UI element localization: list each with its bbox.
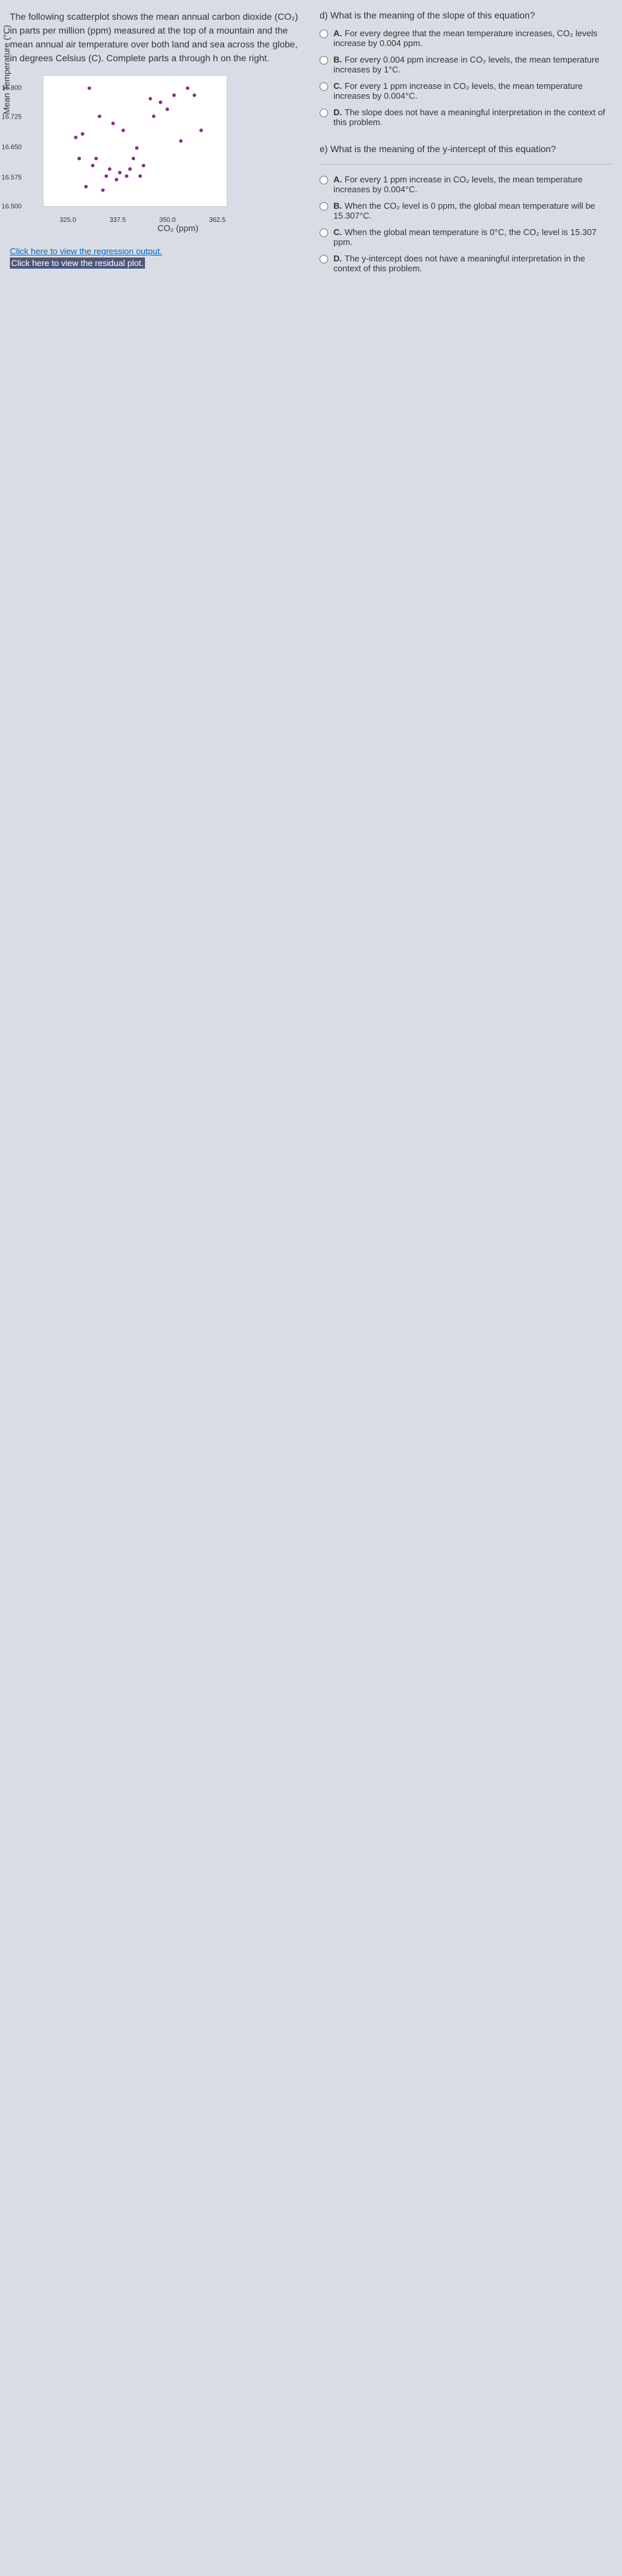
chart-plot-area	[43, 75, 227, 207]
option-e-b[interactable]: B.When the CO₂ level is 0 ppm, the globa…	[320, 201, 612, 221]
option-e-a[interactable]: A.For every 1 ppm increase in CO₂ levels…	[320, 174, 612, 194]
intro-text: The following scatterplot shows the mean…	[10, 10, 306, 65]
option-d-b[interactable]: B.For every 0.004 ppm increase in CO₂ le…	[320, 55, 612, 74]
residual-link[interactable]: Click here to view the residual plot.	[10, 258, 306, 268]
x-axis-label: CO₂ (ppm)	[49, 223, 306, 233]
option-d-a[interactable]: A.For every degree that the mean tempera…	[320, 28, 612, 48]
radio-d-a[interactable]	[320, 30, 328, 38]
question-d-prompt: d) What is the meaning of the slope of t…	[320, 10, 612, 20]
radio-e-c[interactable]	[320, 228, 328, 237]
option-e-c[interactable]: C.When the global mean temperature is 0°…	[320, 227, 612, 247]
radio-e-d[interactable]	[320, 255, 328, 263]
radio-e-b[interactable]	[320, 202, 328, 211]
option-e-d[interactable]: D.The y-intercept does not have a meanin…	[320, 254, 612, 273]
option-d-c[interactable]: C.For every 1 ppm increase in CO₂ levels…	[320, 81, 612, 101]
option-d-d[interactable]: D.The slope does not have a meaningful i…	[320, 107, 612, 127]
regression-link[interactable]: Click here to view the regression output…	[10, 246, 306, 256]
radio-d-d[interactable]	[320, 109, 328, 117]
radio-e-a[interactable]	[320, 176, 328, 184]
question-e-prompt: e) What is the meaning of the y-intercep…	[320, 144, 612, 154]
question-d-options: A.For every degree that the mean tempera…	[320, 28, 612, 127]
question-e-options: A.For every 1 ppm increase in CO₂ levels…	[320, 174, 612, 273]
y-axis-label: Mean Temperature (°C)	[2, 25, 12, 115]
radio-d-b[interactable]	[320, 56, 328, 65]
radio-d-c[interactable]	[320, 82, 328, 91]
scatter-chart: Mean Temperature (°C) 16.800 16.725 16.6…	[10, 75, 306, 233]
